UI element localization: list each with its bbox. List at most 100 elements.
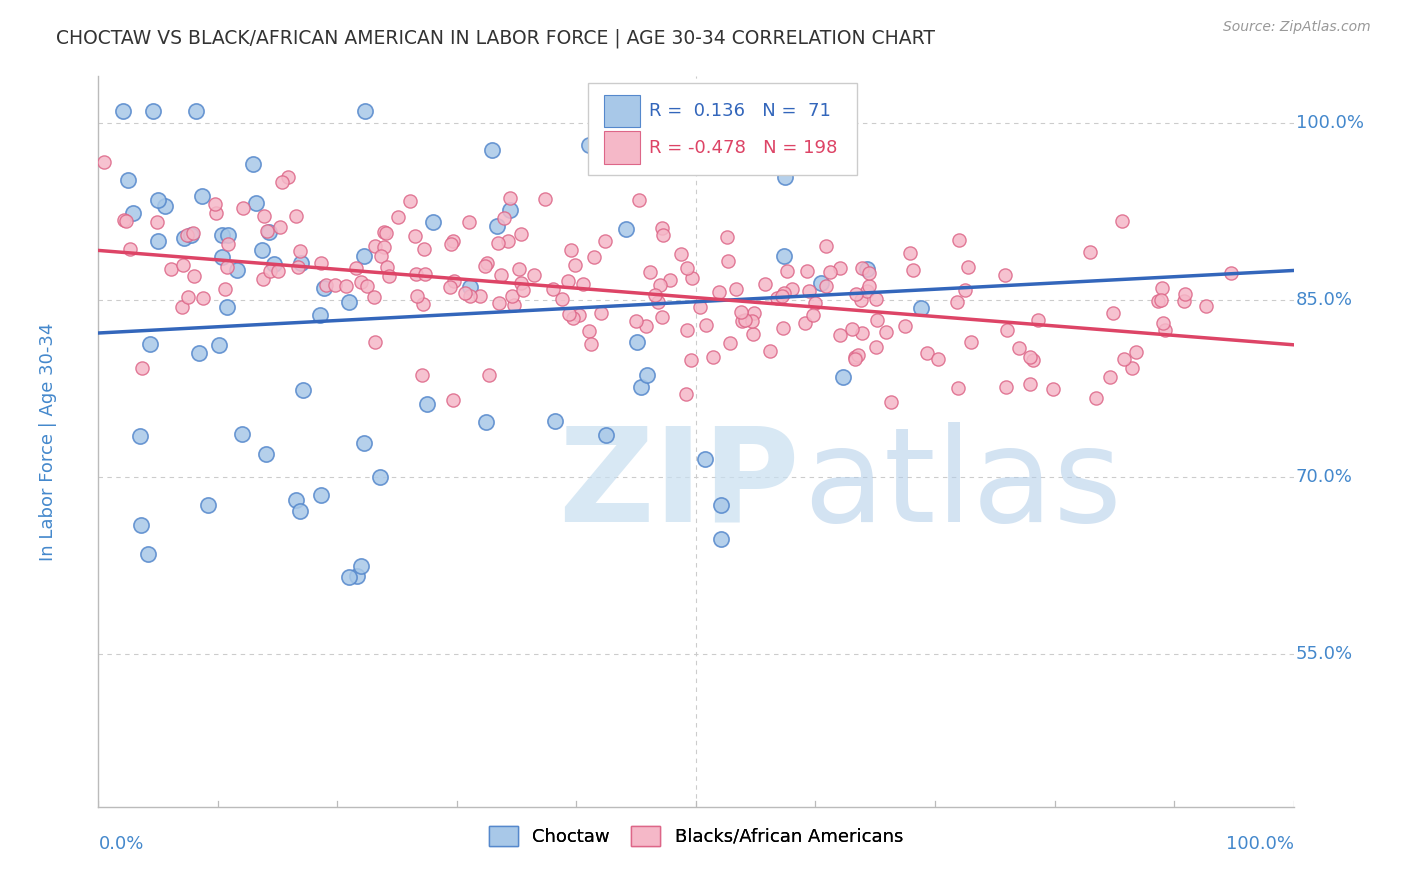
Point (773, 249, 796, 263)
Point (927, 351, 949, 366)
Point (865, 340, 887, 354)
Point (422, 215, 444, 229)
Point (285, 209, 308, 223)
Point (399, 194, 422, 209)
Point (1150, 293, 1173, 307)
Point (257, 225, 280, 239)
Point (1174, 286, 1197, 301)
Point (533, 192, 555, 206)
Point (766, 291, 789, 305)
Point (256, 224, 278, 238)
Point (818, 265, 841, 279)
Point (858, 278, 880, 293)
Point (478, 368, 501, 382)
Text: 0.0%: 0.0% (98, 835, 143, 853)
Point (797, 284, 820, 298)
Point (205, 206, 228, 220)
Point (335, 279, 357, 293)
Point (458, 279, 481, 293)
Point (846, 348, 869, 362)
FancyBboxPatch shape (605, 95, 640, 127)
Point (242, 157, 264, 171)
Point (689, 300, 711, 314)
Point (117, 173, 139, 187)
Point (325, 277, 347, 292)
Point (754, 277, 776, 292)
Point (485, 219, 508, 233)
Point (183, 268, 205, 283)
Point (474, 259, 496, 273)
Point (510, 227, 533, 242)
Point (120, 242, 142, 256)
Point (177, 290, 200, 304)
Point (762, 104, 785, 119)
Point (287, 260, 309, 274)
Point (1101, 306, 1123, 320)
Point (898, 246, 921, 260)
Point (648, 277, 671, 292)
Point (1042, 382, 1064, 396)
Point (411, 368, 433, 383)
Point (440, 237, 463, 252)
Point (709, 285, 731, 300)
Point (232, 201, 254, 215)
Point (612, 122, 634, 136)
Point (628, 193, 651, 207)
Point (880, 395, 903, 409)
Point (180, 228, 202, 243)
Point (1078, 244, 1101, 259)
Point (337, 295, 360, 310)
Point (501, 288, 523, 302)
Point (709, 104, 731, 119)
Point (443, 275, 465, 289)
Point (404, 229, 426, 244)
Point (217, 236, 239, 251)
Point (1125, 345, 1147, 359)
Point (841, 322, 863, 336)
Point (475, 256, 498, 270)
Point (184, 104, 207, 119)
Point (702, 350, 724, 364)
Point (638, 265, 661, 279)
Point (267, 264, 290, 278)
Point (844, 287, 866, 301)
Point (551, 292, 574, 306)
Point (679, 353, 702, 368)
Point (112, 212, 135, 227)
Point (187, 346, 209, 360)
Point (855, 262, 877, 277)
Point (773, 286, 796, 301)
Point (634, 318, 657, 333)
Point (370, 469, 392, 483)
Point (122, 206, 145, 220)
Point (644, 287, 666, 301)
Point (1194, 299, 1216, 313)
Point (413, 267, 436, 281)
Point (851, 326, 873, 340)
Point (353, 249, 375, 263)
Text: R = -0.478   N = 198: R = -0.478 N = 198 (650, 138, 838, 156)
Point (285, 493, 308, 508)
Point (568, 308, 591, 322)
Point (578, 137, 600, 152)
Point (742, 306, 765, 320)
Point (572, 277, 595, 291)
Point (378, 269, 401, 284)
Point (676, 323, 699, 337)
Point (486, 235, 509, 250)
Point (647, 294, 669, 309)
Point (1219, 267, 1241, 281)
Point (494, 211, 516, 226)
Point (1018, 350, 1040, 364)
Point (593, 234, 616, 248)
Point (468, 288, 491, 302)
Point (112, 104, 135, 119)
Point (288, 244, 311, 258)
Point (651, 310, 673, 324)
Point (245, 195, 267, 210)
Point (782, 282, 804, 296)
Point (959, 334, 981, 349)
Point (252, 209, 274, 223)
Point (717, 254, 740, 268)
Point (734, 312, 756, 326)
